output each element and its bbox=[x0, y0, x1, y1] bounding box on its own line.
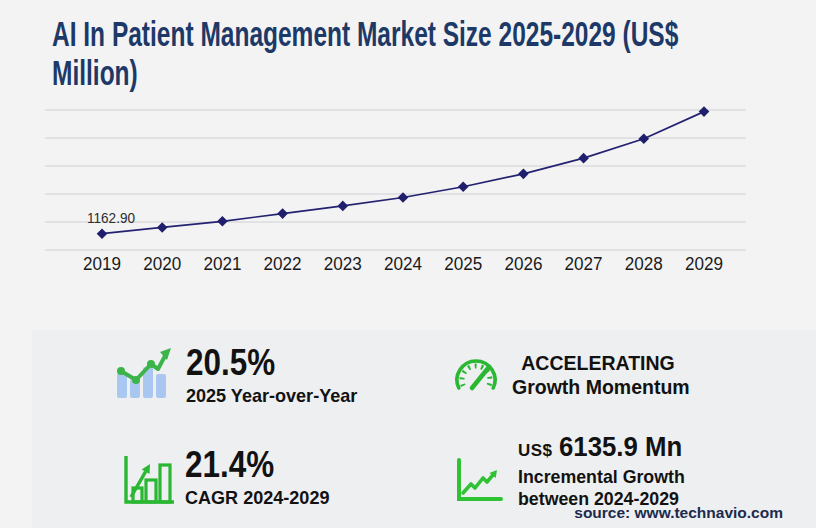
stat-yoy: 20.5% 2025 Year-over-Year bbox=[114, 344, 366, 407]
page-title-line2: Million) bbox=[52, 53, 678, 92]
data-point-marker bbox=[217, 216, 228, 227]
data-point-marker bbox=[338, 201, 349, 212]
data-point-marker bbox=[157, 222, 168, 233]
incremental-label-line1: Incremental Growth bbox=[518, 466, 685, 488]
data-point-marker bbox=[518, 169, 529, 180]
data-point-marker bbox=[277, 208, 288, 219]
x-axis-label: 2022 bbox=[264, 254, 302, 274]
yoy-value: 20.5% bbox=[186, 344, 339, 382]
momentum-line2: Growth Momentum bbox=[512, 376, 684, 400]
data-point-marker bbox=[458, 181, 469, 192]
line-growth-icon bbox=[452, 456, 504, 506]
x-axis-label: 2020 bbox=[143, 254, 181, 274]
stat-momentum: ACCELERATING Growth Momentum bbox=[452, 352, 684, 399]
yoy-label: 2025 Year-over-Year bbox=[186, 385, 357, 407]
incremental-currency: US$ bbox=[518, 441, 553, 461]
speedometer-icon bbox=[452, 357, 500, 399]
incremental-value: 6135.9 Mn bbox=[559, 432, 682, 462]
x-axis-label: 2024 bbox=[384, 254, 422, 274]
stat-cagr: 21.4% CAGR 2024-2029 bbox=[121, 446, 337, 509]
data-point-marker bbox=[699, 106, 710, 117]
data-point-marker bbox=[639, 133, 650, 144]
cagr-label: CAGR 2024-2029 bbox=[185, 487, 329, 509]
first-point-data-label: 1162.90 bbox=[87, 210, 135, 226]
data-point-marker bbox=[578, 153, 589, 164]
x-axis-label: 2027 bbox=[565, 254, 603, 274]
growth-bars-icon bbox=[121, 452, 177, 506]
x-axis-label: 2028 bbox=[625, 254, 663, 274]
x-axis-label: 2023 bbox=[324, 254, 362, 274]
market-size-line-chart: 2019 2020 2021 2022 2023 2024 2025 2026 2027 2028… bbox=[0, 95, 816, 285]
source-attribution: source: www.technavio.com bbox=[574, 504, 783, 522]
momentum-line1: ACCELERATING bbox=[512, 352, 684, 376]
x-axis-label: 2025 bbox=[444, 254, 482, 274]
x-axis-label: 2019 bbox=[83, 254, 121, 274]
x-axis-label: 2021 bbox=[203, 254, 241, 274]
page-title: AI In Patient Management Market Size 202… bbox=[52, 14, 678, 92]
data-point-marker bbox=[97, 228, 108, 239]
infographic-root: AI In Patient Management Market Size 202… bbox=[0, 0, 816, 528]
cagr-value: 21.4% bbox=[185, 446, 314, 484]
stat-incremental: US$ 6135.9 Mn Incremental Growth between… bbox=[452, 432, 692, 510]
page-title-line1: AI In Patient Management Market Size 202… bbox=[52, 14, 678, 53]
x-axis-label: 2026 bbox=[504, 254, 542, 274]
bar-chart-trend-icon bbox=[114, 346, 172, 400]
x-axis-label: 2029 bbox=[685, 254, 723, 274]
market-size-series-line bbox=[102, 112, 704, 234]
